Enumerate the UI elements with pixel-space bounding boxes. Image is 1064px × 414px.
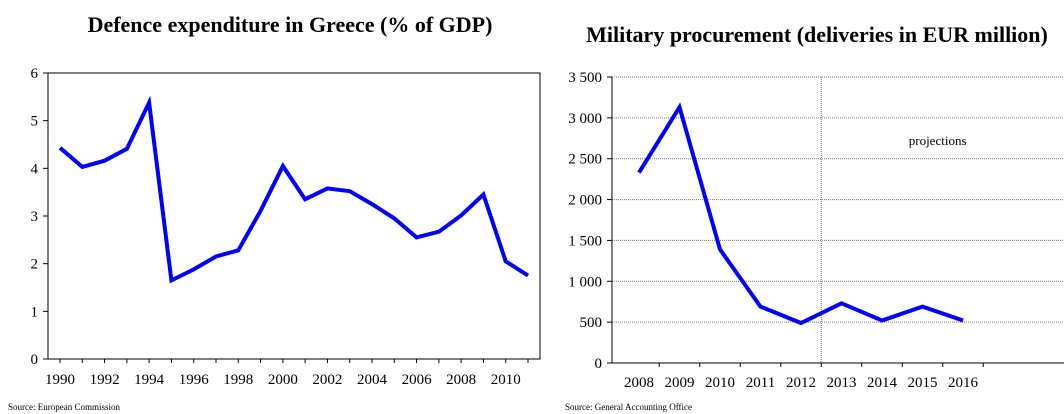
- y-tick-label: 5: [31, 114, 39, 130]
- y-tick-label: 3 000: [568, 111, 602, 127]
- x-tick-label: 1992: [90, 372, 120, 388]
- x-tick-label: 2006: [402, 372, 433, 388]
- x-tick-label: 2008: [624, 375, 654, 391]
- x-tick-label: 1994: [134, 372, 165, 388]
- chart-defence-expenditure: 0 1 2 3 4 5 6 1990 1992 1994 1996 1998 2000 2002 2004 2…: [31, 66, 541, 388]
- y-tick-label: 6: [31, 66, 39, 82]
- chart-title: Military procurement (deliveries in EUR …: [586, 22, 1048, 47]
- plot-area: [47, 72, 541, 360]
- y-tick-label: 2 000: [568, 193, 602, 209]
- x-tick-label: 2008: [446, 372, 476, 388]
- source-note: Source: European Commission: [8, 402, 120, 412]
- y-tick-label: 0: [31, 352, 39, 368]
- y-tick-label: 4: [31, 161, 39, 177]
- x-tick-label: 2015: [908, 375, 938, 391]
- x-tick-label: 2002: [312, 372, 342, 388]
- x-tick-label: 2000: [268, 372, 298, 388]
- x-tick-label: 2004: [357, 372, 388, 388]
- x-tick-label: 1998: [223, 372, 253, 388]
- x-tick-label: 2010: [705, 375, 735, 391]
- chart-military-procurement: 0 500 1 000 1 500 2 000 2 500 3 000 3 500 projec…: [568, 70, 1064, 391]
- y-tick-label: 3: [31, 209, 39, 225]
- series-line: [58, 95, 530, 284]
- chart-title: Defence expenditure in Greece (% of GDP): [87, 12, 493, 37]
- y-tick-label: 0: [595, 356, 603, 372]
- projections-annotation: projections: [909, 133, 967, 148]
- y-tick-label: 2: [31, 257, 39, 273]
- series-line: [637, 102, 964, 326]
- x-tick-label: 2011: [746, 375, 775, 391]
- x-tick-label: 2009: [665, 375, 695, 391]
- y-tick-label: 2 500: [568, 152, 602, 168]
- x-tick-label: 2016: [948, 375, 979, 391]
- y-tick-label: 1 500: [568, 233, 602, 249]
- x-tick-label: 2014: [867, 375, 898, 391]
- x-tick-label: 2013: [827, 375, 857, 391]
- x-tick-label: 2012: [786, 375, 816, 391]
- y-tick-label: 500: [580, 315, 603, 331]
- source-note: Source: General Accounting Office: [565, 402, 693, 412]
- x-tick-label: 2010: [491, 372, 521, 388]
- y-tick-label: 1 000: [568, 274, 602, 290]
- y-tick-label: 1: [31, 304, 39, 320]
- y-tick-label: 3 500: [568, 70, 602, 86]
- x-tick-label: 1990: [45, 372, 75, 388]
- x-tick-label: 1996: [179, 372, 210, 388]
